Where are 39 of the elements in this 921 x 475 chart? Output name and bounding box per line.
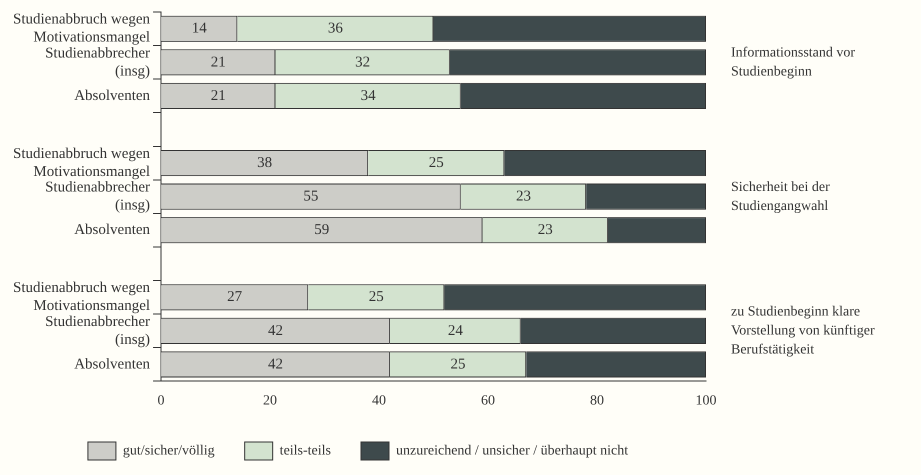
legend-label: gut/sicher/völlig (122, 444, 215, 459)
y-tick-label: Studienabbrecher (insg) (45, 180, 150, 214)
data-label: 21 (210, 88, 226, 104)
text: Sicherheit bei der Studiengangwahl (731, 180, 830, 214)
data-label: 36 (328, 20, 344, 37)
data-label: 25 (450, 356, 466, 372)
x-tick-label: 0 (158, 393, 165, 408)
text: zu Studienbeginn klare Vorstellung von künftiger Berufstätigkeit (731, 304, 875, 358)
y-tick-label: Studienabbruch wegen Motivationsmangel (12, 280, 151, 314)
y-tick-label: Absolventen (74, 222, 151, 238)
y-tick-label: Studienabbruch wegen Motivationsmangel (12, 12, 151, 46)
data-label: 21 (210, 54, 226, 70)
y-tick-label: Studienabbruch wegen Motivationsmangel (12, 146, 151, 180)
text: Informationsstand vor Studienbeginn (731, 46, 856, 80)
x-tick-label: 60 (481, 393, 496, 408)
x-tick-label: 100 (696, 393, 716, 408)
y-tick-label: Absolventen (74, 88, 151, 104)
data-label: 23 (538, 222, 553, 238)
legend-label: unzureichend / unsicher / überhaupt nicht (396, 444, 628, 459)
data-label: 24 (448, 322, 464, 339)
legend-label: teils-teils (280, 444, 332, 459)
data-label: 34 (360, 88, 376, 104)
data-label: 55 (303, 188, 318, 205)
data-label: 42 (268, 356, 283, 372)
data-label: 23 (516, 188, 531, 205)
y-tick-label: Studienabbrecher (insg) (45, 45, 150, 80)
data-label: 38 (257, 154, 272, 171)
data-label: 14 (192, 20, 208, 37)
y-tick-label: Studienabbrecher (insg) (45, 314, 150, 348)
data-label: 25 (368, 289, 384, 306)
x-tick-label: 20 (263, 393, 278, 408)
data-label: 27 (227, 289, 243, 306)
data-label: 42 (268, 322, 283, 339)
data-label: 32 (355, 54, 370, 70)
x-tick-label: 80 (590, 393, 604, 408)
data-label: 59 (314, 222, 330, 238)
y-tick-label: Absolventen (74, 356, 151, 372)
data-label: 25 (428, 154, 444, 171)
x-tick-label: 40 (372, 393, 386, 408)
